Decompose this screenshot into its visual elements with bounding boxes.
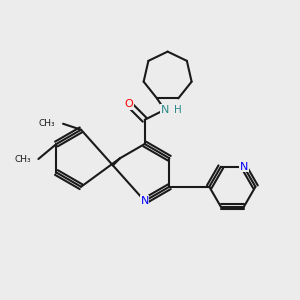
Text: N: N [240, 162, 248, 172]
Text: N: N [140, 196, 149, 206]
Text: CH₃: CH₃ [14, 154, 31, 164]
Text: H: H [174, 105, 181, 115]
Text: O: O [124, 99, 134, 109]
Text: N: N [160, 105, 169, 115]
Text: CH₃: CH₃ [39, 119, 56, 128]
